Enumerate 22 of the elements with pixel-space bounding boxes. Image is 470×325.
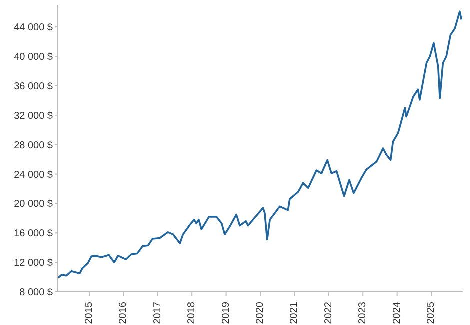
line-series xyxy=(58,10,463,279)
x-tick-label: 2015 xyxy=(84,302,95,324)
x-tick-label: 2022 xyxy=(323,302,334,324)
y-tick-label: 20 000 $ xyxy=(14,199,54,210)
x-tick-label: 2023 xyxy=(358,302,369,324)
y-tick-label: 28 000 $ xyxy=(14,140,54,152)
x-tick-label: 2016 xyxy=(118,302,130,324)
x-tick-label: 2020 xyxy=(255,302,266,324)
y-tick-label: 44 000 $ xyxy=(14,22,54,34)
y-tick-label: 12 000 $ xyxy=(14,258,54,270)
y-tick-label: 16 000 $ xyxy=(14,228,54,240)
y-tick-label: 8 000 $ xyxy=(20,288,54,299)
x-tick-label: 2024 xyxy=(392,302,403,324)
y-tick-label: 32 000 $ xyxy=(14,110,54,122)
y-tick-label: 36 000 $ xyxy=(14,82,54,92)
x-tick-label: 2025 xyxy=(426,302,438,324)
y-tick-label: 40 000 $ xyxy=(14,52,54,64)
y-tick-label: 24 000 $ xyxy=(14,170,54,181)
x-tick-label: 2019 xyxy=(220,302,232,324)
x-tick-label: 2017 xyxy=(152,302,164,324)
x-tick-label: 2021 xyxy=(289,302,300,324)
x-tick-label: 2018 xyxy=(186,302,198,324)
